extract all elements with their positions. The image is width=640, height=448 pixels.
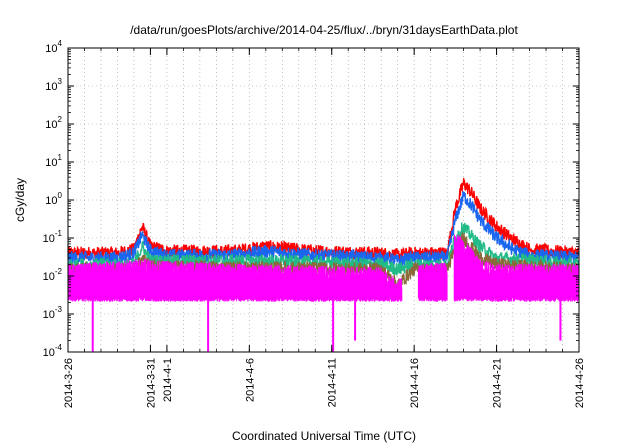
y-tick-label: 103: [45, 77, 62, 93]
y-tick-label: 101: [45, 153, 62, 169]
y-tick-label: 10-1: [43, 229, 63, 245]
x-axis-label: Coordinated Universal Time (UTC): [232, 429, 416, 443]
y-axis-label: cGy/day: [13, 178, 27, 222]
y-tick-label: 104: [45, 39, 62, 55]
x-tick-label: 2014-3-31: [145, 358, 157, 408]
series-line: [67, 177, 579, 263]
series-line: [67, 191, 580, 268]
y-tick-label: 10-4: [43, 343, 63, 359]
y-tick-label: 102: [45, 115, 62, 131]
y-ticks: 10-4 10-3 10-2 10-1 100 101 102 103 104: [43, 39, 579, 359]
x-tick-label: 2014-4-6: [244, 358, 256, 402]
y-tick-label: 100: [45, 191, 62, 207]
series-1: [67, 177, 579, 263]
x-tick-label: 2014-4-1: [162, 358, 174, 402]
y-tick-label: 10-2: [43, 267, 63, 283]
chart-title: /data/run/goesPlots/archive/2014-04-25/f…: [130, 23, 518, 37]
series-layer: [67, 177, 580, 352]
x-tick-label: 2014-4-16: [409, 358, 421, 408]
series-2: [67, 191, 580, 268]
grid: [67, 47, 580, 353]
x-tick-label: 2014-4-11: [327, 358, 339, 407]
x-ticks: 2014-3-26 2014-3-31 2014-4-1 2014-4-6 2014-4…: [63, 48, 586, 408]
x-tick-label: 2014-3-26: [63, 358, 75, 408]
x-tick-label: 2014-4-21: [492, 358, 504, 408]
y-tick-label: 10-3: [43, 305, 63, 321]
x-tick-label: 2014-4-26: [574, 358, 586, 408]
